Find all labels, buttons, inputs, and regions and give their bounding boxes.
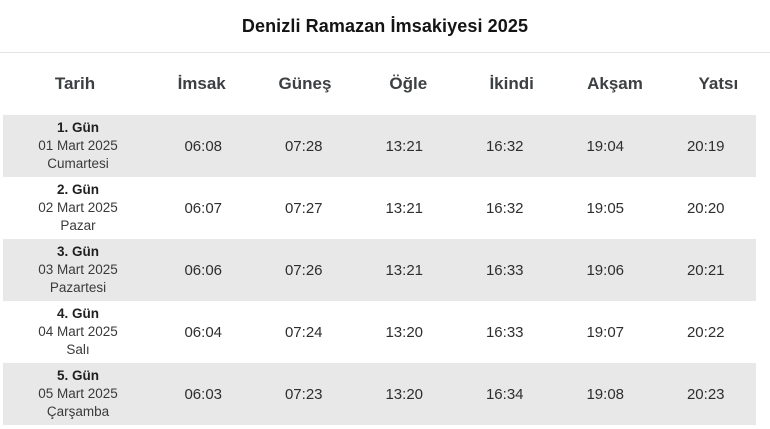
date-cell: 1. Gün 01 Mart 2025 Cumartesi [3,117,153,175]
date-cell: 2. Gün 02 Mart 2025 Pazar [3,179,153,237]
column-header-gunes: Güneş [278,74,332,93]
aksam-time: 19:04 [586,137,625,155]
table-header-row: Tarih İmsak Güneş Öğle İkindi Akşam Yats… [0,53,770,115]
table-row: 5. Gün 05 Mart 2025 Çarşamba 06:03 07:23… [3,363,756,425]
ikindi-time: 16:33 [485,323,524,341]
yatsi-time: 20:23 [686,385,725,403]
aksam-time: 19:05 [586,199,625,217]
day-label: 2. Gün [56,182,99,197]
date-cell: 4. Gün 04 Mart 2025 Salı [3,303,153,361]
page-title: Denizli Ramazan İmsakiyesi 2025 [241,15,529,36]
gunes-time: 07:27 [284,199,323,217]
ogle-time: 13:21 [385,137,424,155]
date-cell: 5. Gün 05 Mart 2025 Çarşamba [3,365,153,423]
ogle-time: 13:21 [385,199,424,217]
date-label: 04 Mart 2025 [38,324,118,339]
page-header: Denizli Ramazan İmsakiyesi 2025 [0,0,770,53]
table-body: 1. Gün 01 Mart 2025 Cumartesi 06:08 07:2… [0,115,770,429]
gunes-time: 07:23 [284,385,323,403]
date-label: 01 Mart 2025 [38,138,118,153]
day-label: 1. Gün [56,120,99,135]
column-header-imsak: İmsak [177,74,226,93]
ikindi-time: 16:33 [485,261,524,279]
imsak-time: 06:06 [184,261,223,279]
column-header-tarih: Tarih [54,74,96,93]
yatsi-time: 20:20 [686,199,725,217]
date-label: 05 Mart 2025 [38,386,118,401]
ogle-time: 13:21 [385,261,424,279]
ikindi-time: 16:34 [485,385,524,403]
imsak-time: 06:04 [184,323,223,341]
gunes-time: 07:28 [284,137,323,155]
table-row: 2. Gün 02 Mart 2025 Pazar 06:07 07:27 13… [3,177,756,239]
weekday-label: Pazar [60,218,96,233]
column-header-ikindi: İkindi [489,74,534,93]
table-row: 4. Gün 04 Mart 2025 Salı 06:04 07:24 13:… [3,301,756,363]
ikindi-time: 16:32 [485,199,524,217]
day-label: 4. Gün [56,306,99,321]
ogle-time: 13:20 [385,385,424,403]
yatsi-time: 20:22 [686,323,725,341]
date-cell: 3. Gün 03 Mart 2025 Pazartesi [3,241,153,299]
day-label: 3. Gün [56,244,99,259]
ikindi-time: 16:32 [485,137,524,155]
aksam-time: 19:07 [586,323,625,341]
imsak-time: 06:03 [184,385,223,403]
yatsi-time: 20:19 [686,137,725,155]
yatsi-time: 20:21 [686,261,725,279]
weekday-label: Çarşamba [46,404,110,419]
imsak-time: 06:07 [184,199,223,217]
imsak-time: 06:08 [184,137,223,155]
gunes-time: 07:26 [284,261,323,279]
table-row: 1. Gün 01 Mart 2025 Cumartesi 06:08 07:2… [3,115,756,177]
day-label: 5. Gün [56,368,99,383]
column-header-yatsi: Yatsı [698,74,739,93]
column-header-aksam: Akşam [587,74,643,93]
table-row: 3. Gün 03 Mart 2025 Pazartesi 06:06 07:2… [3,239,756,301]
weekday-label: Salı [66,342,90,357]
weekday-label: Pazartesi [49,280,107,295]
weekday-label: Cumartesi [47,156,109,171]
gunes-time: 07:24 [284,323,323,341]
aksam-time: 19:08 [586,385,625,403]
date-label: 02 Mart 2025 [38,200,118,215]
aksam-time: 19:06 [586,261,625,279]
date-label: 03 Mart 2025 [38,262,118,277]
ogle-time: 13:20 [385,323,424,341]
column-header-ogle: Öğle [389,74,428,93]
